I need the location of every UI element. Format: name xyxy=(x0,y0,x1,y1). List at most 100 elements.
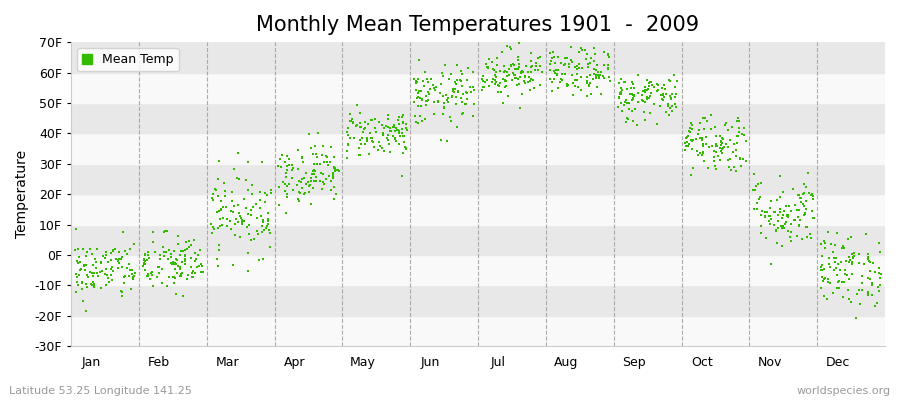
Point xyxy=(215,215,230,221)
Point xyxy=(325,175,339,181)
Point xyxy=(715,146,729,152)
Point xyxy=(679,140,693,146)
Point xyxy=(706,154,721,161)
Point xyxy=(363,130,377,136)
Point xyxy=(138,250,152,257)
Point xyxy=(84,280,98,287)
Point xyxy=(313,161,328,167)
Point xyxy=(418,93,433,99)
Point xyxy=(814,267,829,273)
Point xyxy=(588,50,602,57)
Point xyxy=(499,83,513,89)
Point xyxy=(800,234,814,240)
Point xyxy=(317,180,331,187)
Point xyxy=(146,228,160,235)
Point xyxy=(299,169,313,176)
Point xyxy=(485,59,500,66)
Point xyxy=(872,288,886,294)
Point xyxy=(309,174,323,180)
Point xyxy=(776,189,790,195)
Point xyxy=(383,149,398,156)
Point xyxy=(206,226,220,232)
Point xyxy=(689,136,704,142)
Point xyxy=(208,187,222,194)
Point xyxy=(509,81,524,88)
Point xyxy=(356,126,371,132)
Point xyxy=(179,246,194,252)
Point xyxy=(409,119,423,126)
Point xyxy=(175,259,189,265)
Point xyxy=(445,94,459,101)
Point xyxy=(280,191,294,198)
Point xyxy=(770,225,785,232)
Point xyxy=(551,66,565,73)
Point xyxy=(244,212,258,218)
Point xyxy=(573,86,588,93)
Point xyxy=(79,249,94,255)
Point xyxy=(571,71,585,77)
Point xyxy=(83,246,97,252)
Point xyxy=(278,180,293,187)
Point xyxy=(502,44,517,50)
Point xyxy=(140,251,155,258)
Point xyxy=(294,178,309,185)
Point xyxy=(101,274,115,281)
Point xyxy=(568,83,582,89)
Point xyxy=(804,235,818,242)
Point xyxy=(762,213,777,220)
Point xyxy=(658,86,672,92)
Point xyxy=(352,145,366,152)
Point xyxy=(825,290,840,296)
Point xyxy=(227,166,241,172)
Point xyxy=(482,56,496,62)
Point xyxy=(444,71,458,77)
Point xyxy=(600,64,615,71)
Point xyxy=(341,125,356,132)
Point xyxy=(714,141,728,148)
Point xyxy=(272,201,286,208)
Point xyxy=(783,208,797,214)
Point xyxy=(101,259,115,266)
Point xyxy=(510,66,525,72)
Point xyxy=(245,182,259,188)
Point xyxy=(587,58,601,64)
Point xyxy=(321,162,336,169)
Point xyxy=(628,106,643,112)
Point xyxy=(626,118,640,124)
Point xyxy=(454,68,468,74)
Point xyxy=(739,138,753,144)
Point xyxy=(654,92,669,98)
Point xyxy=(157,248,171,255)
Point xyxy=(80,272,94,278)
Point xyxy=(679,135,693,142)
Point xyxy=(460,77,474,83)
Point xyxy=(308,168,322,174)
Point xyxy=(305,150,320,157)
Point xyxy=(626,93,641,99)
Point xyxy=(409,80,423,87)
Point xyxy=(817,238,832,244)
Point xyxy=(77,267,92,273)
Point xyxy=(444,118,458,124)
Bar xyxy=(71,316,885,346)
Point xyxy=(551,54,565,60)
Point xyxy=(589,72,603,78)
Point xyxy=(861,289,876,296)
Point xyxy=(626,95,640,101)
Point xyxy=(446,92,460,99)
Point xyxy=(415,117,429,124)
Point xyxy=(501,72,516,78)
Point xyxy=(621,116,635,122)
Point xyxy=(639,77,653,84)
Point xyxy=(295,184,310,191)
Point xyxy=(560,81,574,88)
Point xyxy=(354,124,368,130)
Point xyxy=(210,209,224,215)
Point xyxy=(601,51,616,58)
Point xyxy=(495,48,509,55)
Point xyxy=(231,210,246,217)
Point xyxy=(736,132,751,138)
Point xyxy=(524,64,538,71)
Point xyxy=(419,76,434,82)
Point xyxy=(516,69,530,75)
